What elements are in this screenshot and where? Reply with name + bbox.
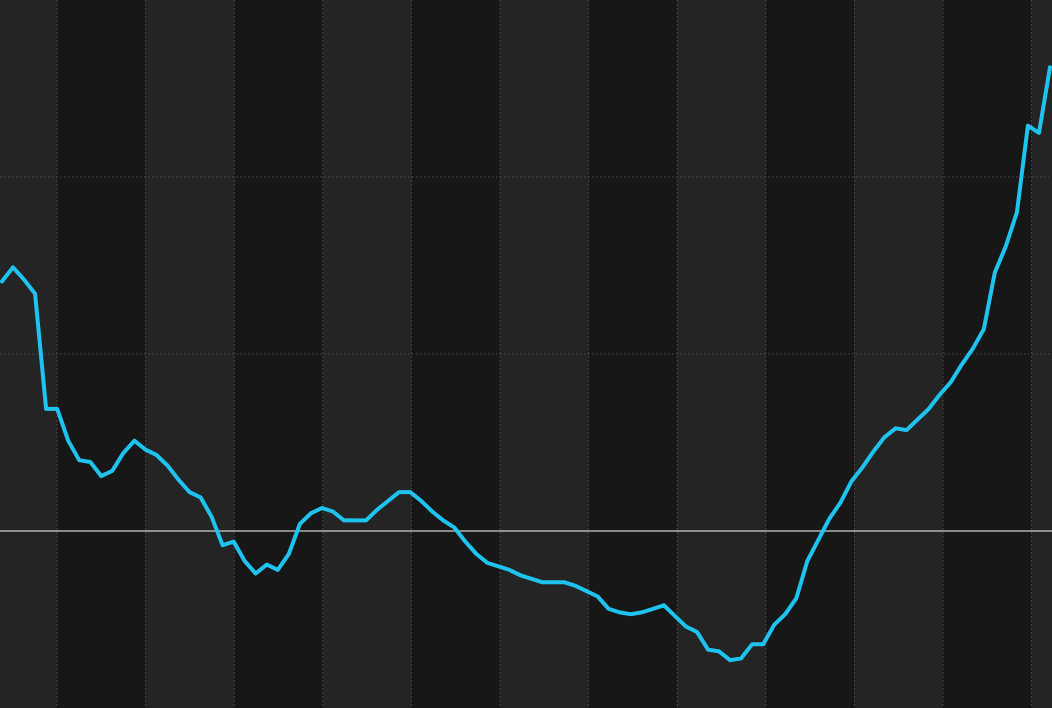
band-10 [854, 0, 943, 708]
series-line [0, 65, 1052, 663]
